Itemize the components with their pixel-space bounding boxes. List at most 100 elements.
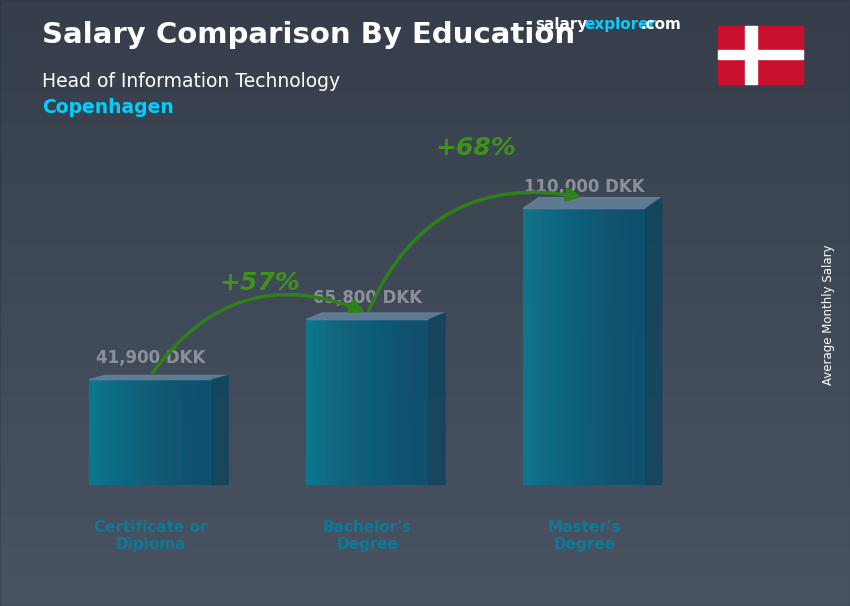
Bar <box>412 319 415 485</box>
Bar <box>376 319 378 485</box>
Bar <box>185 379 188 485</box>
Text: Head of Information Technology: Head of Information Technology <box>42 72 341 90</box>
Text: Copenhagen: Copenhagen <box>42 98 174 117</box>
Bar <box>632 208 633 485</box>
Bar <box>421 319 423 485</box>
Bar <box>144 379 147 485</box>
Bar <box>642 208 643 485</box>
Bar <box>564 208 566 485</box>
Bar <box>112 379 114 485</box>
Bar <box>198 379 200 485</box>
Bar <box>366 319 367 485</box>
Bar <box>531 208 533 485</box>
Bar <box>194 379 196 485</box>
Bar <box>165 379 167 485</box>
Text: Bachelor's
Degree: Bachelor's Degree <box>323 520 412 552</box>
Bar <box>382 319 384 485</box>
Bar <box>378 319 380 485</box>
Bar <box>339 319 341 485</box>
Bar <box>566 208 568 485</box>
Bar <box>588 208 591 485</box>
Bar <box>374 319 376 485</box>
Bar <box>388 319 390 485</box>
Bar <box>347 319 349 485</box>
Bar <box>591 208 592 485</box>
Bar <box>207 379 208 485</box>
Bar <box>423 319 425 485</box>
Bar <box>409 319 411 485</box>
Bar <box>110 379 112 485</box>
Bar <box>525 208 527 485</box>
Bar <box>586 208 588 485</box>
Bar <box>367 319 370 485</box>
Bar <box>143 379 144 485</box>
Text: +57%: +57% <box>218 271 299 295</box>
Bar <box>364 319 366 485</box>
Bar <box>547 208 550 485</box>
Bar <box>386 319 388 485</box>
Text: Salary Comparison By Education: Salary Comparison By Education <box>42 21 575 49</box>
Bar <box>89 379 92 485</box>
Bar <box>574 208 576 485</box>
Bar <box>552 208 553 485</box>
Bar <box>595 208 597 485</box>
Bar <box>319 319 320 485</box>
Bar <box>390 319 392 485</box>
Bar <box>607 208 609 485</box>
Bar <box>151 379 153 485</box>
Text: Certificate or
Diploma: Certificate or Diploma <box>94 520 207 552</box>
Bar <box>578 208 581 485</box>
Bar <box>560 208 562 485</box>
Bar <box>149 379 151 485</box>
Bar <box>617 208 619 485</box>
Text: 65,800 DKK: 65,800 DKK <box>313 289 422 307</box>
Bar <box>384 319 386 485</box>
Bar <box>159 379 162 485</box>
Bar <box>178 379 179 485</box>
Bar <box>331 319 333 485</box>
Bar <box>415 319 416 485</box>
Bar <box>137 379 139 485</box>
Bar <box>540 208 541 485</box>
Bar <box>95 379 98 485</box>
Bar <box>598 208 601 485</box>
Bar <box>406 319 409 485</box>
Bar <box>192 379 194 485</box>
Bar <box>640 208 642 485</box>
Bar <box>320 319 323 485</box>
Bar <box>130 379 133 485</box>
Bar <box>629 208 632 485</box>
Text: 41,900 DKK: 41,900 DKK <box>96 349 206 367</box>
Bar <box>584 208 586 485</box>
Bar <box>523 208 525 485</box>
Bar <box>396 319 399 485</box>
Bar <box>636 208 638 485</box>
Bar <box>581 208 582 485</box>
Bar <box>190 379 192 485</box>
Bar <box>323 319 325 485</box>
Bar <box>354 319 355 485</box>
Bar <box>570 208 572 485</box>
Bar <box>601 208 603 485</box>
Bar <box>582 208 584 485</box>
Text: +68%: +68% <box>435 136 516 160</box>
Bar <box>133 379 134 485</box>
Text: .com: .com <box>640 17 681 32</box>
Bar <box>99 379 102 485</box>
Bar <box>102 379 104 485</box>
Bar <box>361 319 364 485</box>
Bar <box>355 319 357 485</box>
Bar <box>576 208 578 485</box>
Bar <box>615 208 617 485</box>
Bar <box>312 319 314 485</box>
Bar <box>122 379 124 485</box>
Bar <box>210 379 212 485</box>
Bar <box>167 379 169 485</box>
Bar <box>98 379 99 485</box>
Bar <box>609 208 611 485</box>
Bar <box>400 319 402 485</box>
Text: 110,000 DKK: 110,000 DKK <box>524 178 644 196</box>
Bar <box>392 319 394 485</box>
Bar <box>134 379 137 485</box>
Bar <box>527 208 529 485</box>
